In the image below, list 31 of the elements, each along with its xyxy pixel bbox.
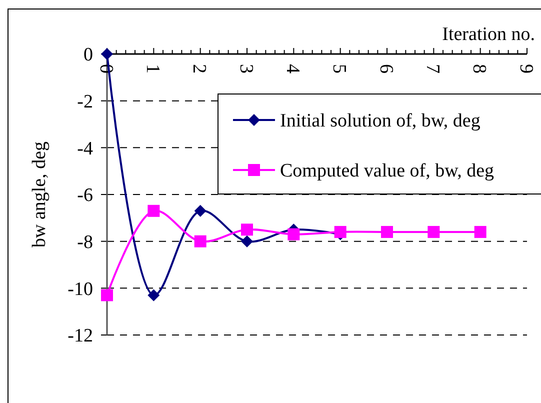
x-axis-title: Iteration no. (442, 24, 535, 45)
point (241, 235, 253, 248)
x-tick-label: 6 (375, 64, 396, 74)
y-tick-label: -2 (77, 91, 93, 112)
point (428, 226, 440, 238)
point (381, 226, 393, 238)
x-tick-label: 2 (188, 64, 210, 74)
x-tick-label: 1 (142, 64, 164, 74)
legend-label: Initial solution of, bw, deg (280, 110, 481, 132)
point (194, 235, 206, 248)
x-tick-label: 4 (282, 64, 304, 74)
y-tick-label: -6 (77, 185, 93, 206)
y-tick-label: -8 (77, 232, 93, 253)
point (288, 228, 300, 240)
x-tick-label: 9 (515, 64, 536, 74)
point (474, 226, 486, 238)
point (334, 226, 346, 238)
point (148, 289, 160, 302)
point (101, 289, 113, 302)
y-tick-label: -10 (68, 278, 93, 300)
point (194, 204, 206, 217)
point (148, 204, 160, 217)
point (241, 224, 253, 236)
x-tick-label: 5 (328, 64, 350, 74)
x-tick-label: 3 (235, 64, 256, 74)
x-tick-label: 8 (468, 64, 490, 74)
legend-label: Computed value of, bw, deg (280, 160, 495, 182)
x-tick-label: 7 (422, 64, 444, 74)
y-tick-label: -4 (77, 138, 94, 160)
y-tick-label: -12 (68, 326, 93, 347)
y-axis-title: bw angle, deg (29, 140, 50, 248)
